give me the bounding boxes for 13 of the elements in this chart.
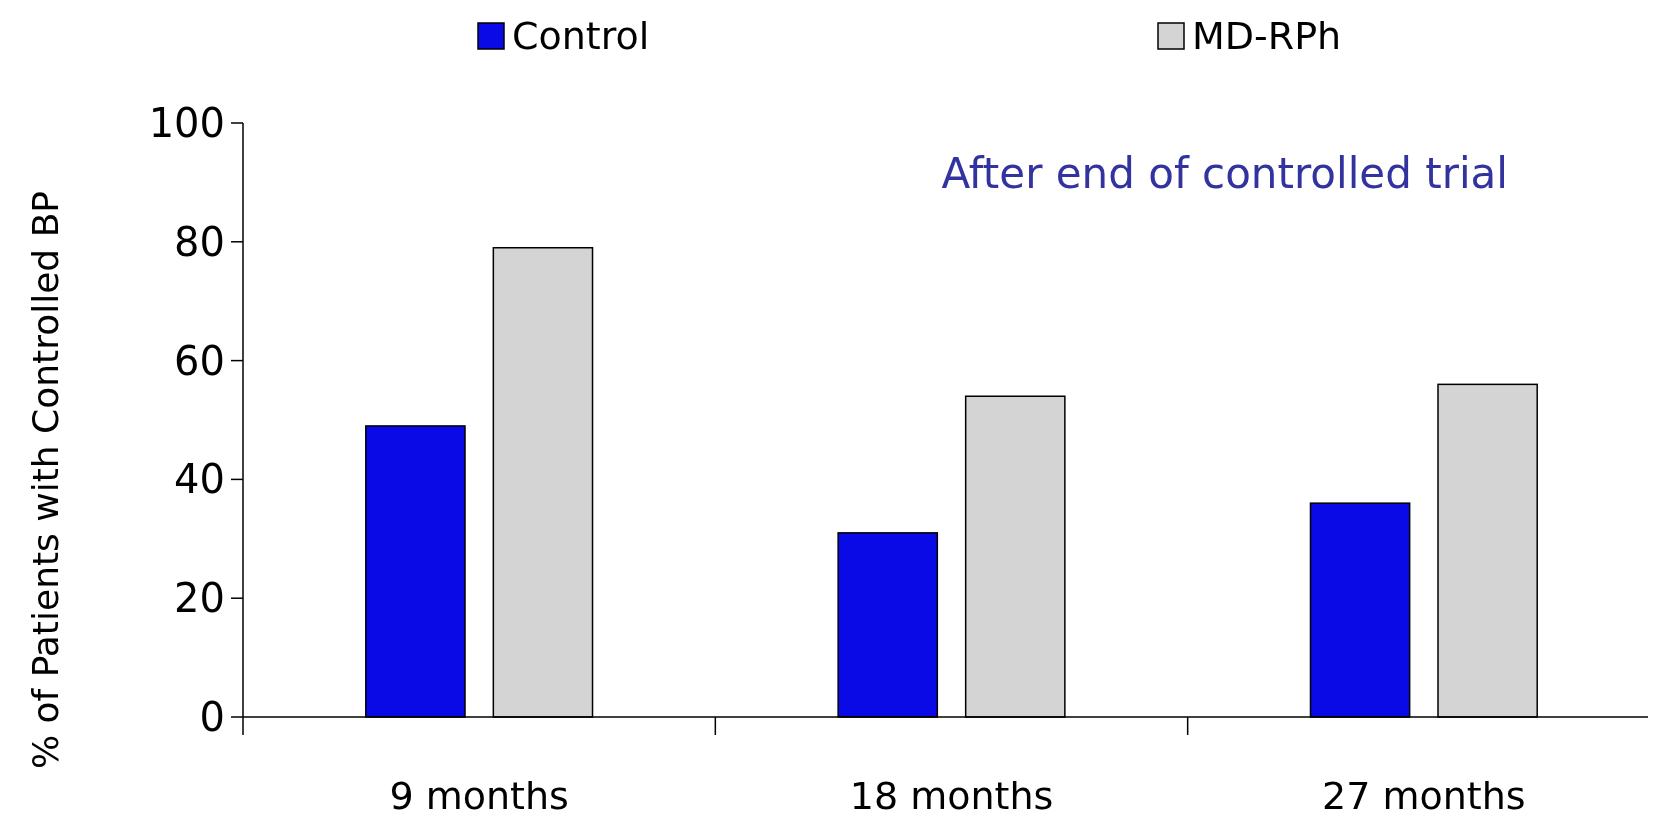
legend-label: MD-RPh (1192, 14, 1342, 59)
annotation: After end of controlled trial (941, 149, 1508, 198)
x-tick-label: 9 months (389, 774, 569, 818)
y-tick-label: 0 (199, 694, 225, 740)
y-tick-label: 20 (174, 575, 225, 622)
y-tick-label: 80 (174, 218, 225, 265)
legend-label: Control (512, 14, 650, 59)
x-tick-label: 27 months (1322, 774, 1526, 818)
y-tick-label: 100 (148, 100, 225, 146)
y-tick-label: 60 (174, 337, 225, 384)
y-axis-title: % of Patients with Controlled BP (25, 190, 66, 770)
x-tick-label: 18 months (849, 774, 1054, 818)
y-tick-label: 40 (174, 456, 225, 503)
